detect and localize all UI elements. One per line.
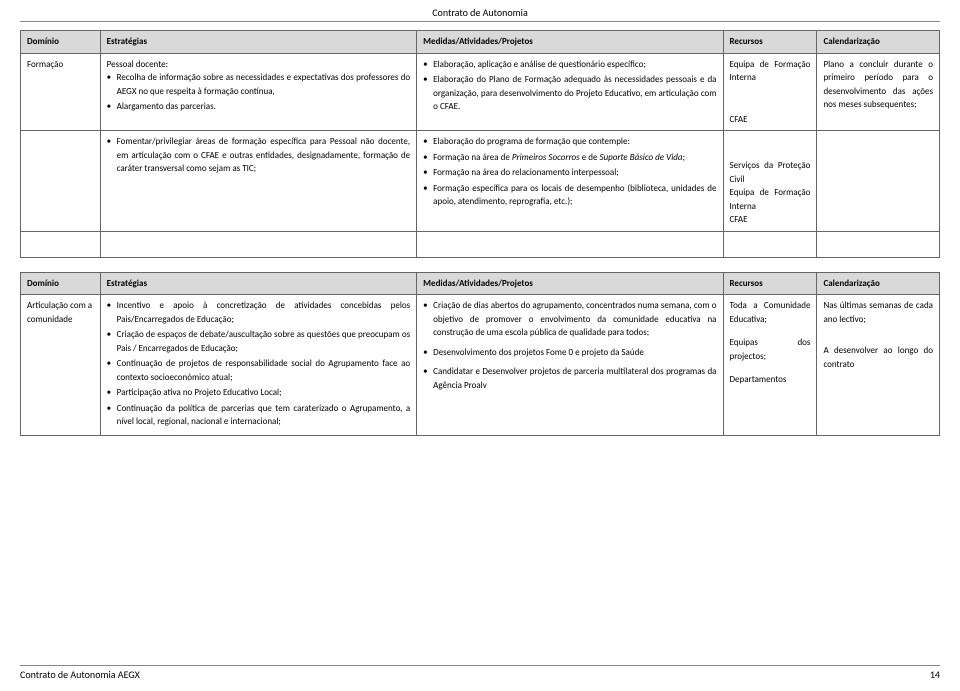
cell-dominio: Formação bbox=[21, 53, 101, 131]
empty-cell bbox=[21, 231, 101, 257]
cell-medidas: Criação de dias abertos do agrupamento, … bbox=[417, 295, 723, 436]
th-estrategias: Estratégias bbox=[100, 31, 417, 54]
page-footer: Contrato de Autonomia AEGX 14 bbox=[20, 665, 940, 681]
cell-medidas: Elaboração, aplicação e análise de quest… bbox=[417, 53, 723, 131]
txt: Formação na área de bbox=[433, 152, 512, 163]
cell-recursos: Toda a Comunidade Educativa; Equipas dos… bbox=[723, 295, 817, 436]
table-2: Domínio Estratégias Medidas/Atividades/P… bbox=[20, 272, 940, 436]
empty-cell bbox=[817, 231, 940, 257]
table-row: Articulação com a comunidade Incentivo e… bbox=[21, 295, 940, 436]
cell-dominio bbox=[21, 131, 101, 232]
rec-line: Departamentos bbox=[730, 373, 811, 387]
list-item: Continuação da política de parcerias que… bbox=[107, 402, 411, 429]
cal-line: A desenvolver ao longo do contrato bbox=[823, 344, 933, 371]
rec-line: CFAE bbox=[730, 213, 811, 227]
cell-recursos: Serviços da Proteção Civil Equipa de For… bbox=[723, 131, 817, 232]
cell-cal bbox=[817, 131, 940, 232]
th-calendarizacao: Calendarização bbox=[817, 31, 940, 54]
cell-cal: Plano a concluir durante o primeiro perí… bbox=[817, 53, 940, 131]
page-content: Domínio Estratégias Medidas/Atividades/P… bbox=[0, 22, 960, 436]
cal-line: Nas últimas semanas de cada ano lectivo; bbox=[823, 299, 933, 326]
list-item: Incentivo e apoio à concretização de ati… bbox=[107, 299, 411, 326]
cell-estrategias: Incentivo e apoio à concretização de ati… bbox=[100, 295, 417, 436]
cell-recursos: Equipa de Formação Interna CFAE bbox=[723, 53, 817, 131]
header-title: Contrato de Autonomia bbox=[432, 6, 528, 19]
list-item: Formação na área de Primeiros Socorros e… bbox=[423, 151, 716, 165]
th-medidas: Medidas/Atividades/Projetos bbox=[417, 272, 723, 295]
txt-italic: Suporte Básico de Vida bbox=[599, 152, 682, 163]
page-header: Contrato de Autonomia bbox=[20, 0, 940, 22]
table-row: Formação Pessoal docente: Recolha de inf… bbox=[21, 53, 940, 131]
cell-dominio: Articulação com a comunidade bbox=[21, 295, 101, 436]
table-row: Domínio Estratégias Medidas/Atividades/P… bbox=[21, 272, 940, 295]
empty-cell bbox=[723, 231, 817, 257]
list-item: Alargamento das parcerias. bbox=[107, 100, 411, 114]
est-intro: Pessoal docente: bbox=[107, 58, 411, 72]
cell-estrategias: Pessoal docente: Recolha de informação s… bbox=[100, 53, 417, 131]
list-item: Continuação de projetos de responsabilid… bbox=[107, 357, 411, 384]
th-dominio: Domínio bbox=[21, 31, 101, 54]
list-item: Participação ativa no Projeto Educativo … bbox=[107, 386, 411, 400]
list-item: Elaboração, aplicação e análise de quest… bbox=[423, 58, 716, 72]
cell-cal: Nas últimas semanas de cada ano lectivo;… bbox=[817, 295, 940, 436]
list-item: Candidatar e Desenvolver projetos de par… bbox=[423, 365, 716, 392]
table-row: Domínio Estratégias Medidas/Atividades/P… bbox=[21, 31, 940, 54]
cell-estrategias: Fomentar/privilegiar áreas de formação e… bbox=[100, 131, 417, 232]
table-row: Fomentar/privilegiar áreas de formação e… bbox=[21, 131, 940, 232]
empty-cell bbox=[417, 231, 723, 257]
list-item: Elaboração do Plano de Formação adequado… bbox=[423, 73, 716, 114]
list-item: Formação específica para os locais de de… bbox=[423, 182, 716, 209]
list-item: Elaboração do programa de formação que c… bbox=[423, 135, 716, 149]
cell-medidas: Elaboração do programa de formação que c… bbox=[417, 131, 723, 232]
th-recursos: Recursos bbox=[723, 272, 817, 295]
th-calendarizacao: Calendarização bbox=[817, 272, 940, 295]
rec-line: Toda a Comunidade Educativa; bbox=[730, 299, 811, 326]
rec-line: Serviços da Proteção Civil bbox=[730, 159, 811, 186]
footer-left: Contrato de Autonomia AEGX bbox=[20, 668, 140, 681]
txt: ; bbox=[683, 152, 685, 163]
rec-line: CFAE bbox=[730, 113, 811, 127]
th-estrategias: Estratégias bbox=[100, 272, 417, 295]
list-item: Formação na área do relacionamento inter… bbox=[423, 166, 716, 180]
list-item: Fomentar/privilegiar áreas de formação e… bbox=[107, 135, 411, 176]
rec-line: Equipa de Formação Interna bbox=[730, 186, 811, 213]
list-item: Recolha de informação sobre as necessida… bbox=[107, 71, 411, 98]
list-item: Criação de dias abertos do agrupamento, … bbox=[423, 299, 716, 340]
table-1: Domínio Estratégias Medidas/Atividades/P… bbox=[20, 30, 940, 258]
txt-italic: Primeiros Socorros bbox=[512, 152, 580, 163]
th-recursos: Recursos bbox=[723, 31, 817, 54]
list-item: Desenvolvimento dos projetos Fome 0 e pr… bbox=[423, 346, 716, 360]
footer-page: 14 bbox=[930, 668, 940, 681]
rec-line: Equipa de Formação Interna bbox=[730, 58, 811, 85]
txt: e de bbox=[580, 152, 600, 163]
rec-line: Equipas dos projectos; bbox=[730, 336, 811, 363]
th-medidas: Medidas/Atividades/Projetos bbox=[417, 31, 723, 54]
list-item: Criação de espaços de debate/auscultação… bbox=[107, 328, 411, 355]
table-row bbox=[21, 231, 940, 257]
th-dominio: Domínio bbox=[21, 272, 101, 295]
empty-cell bbox=[100, 231, 417, 257]
